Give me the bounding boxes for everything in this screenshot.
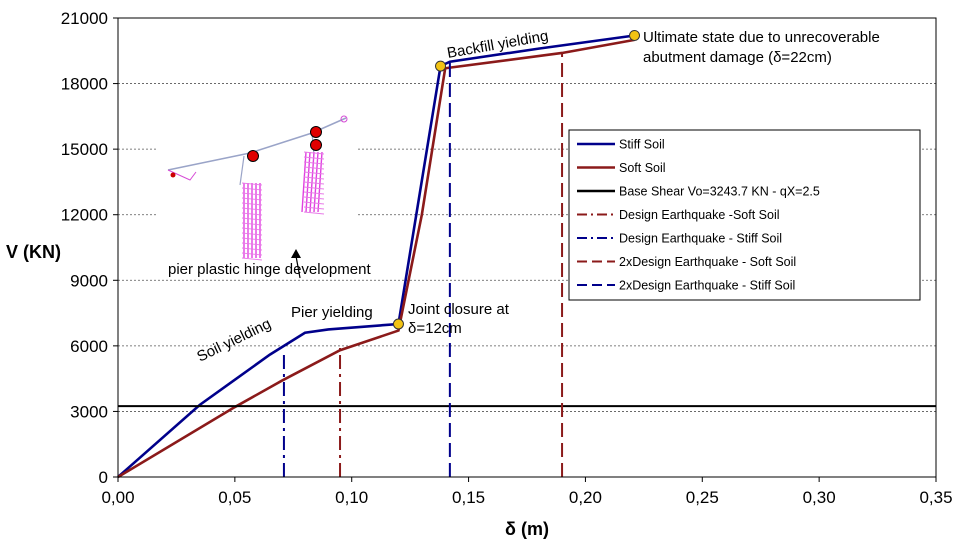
pile-spring: [303, 186, 325, 190]
x-axis-title: δ (m): [505, 519, 549, 539]
point-marker: [629, 29, 641, 41]
pile-spring: [241, 212, 263, 216]
point-marker: [435, 60, 447, 72]
legend-label: Soft Soil: [619, 161, 666, 175]
abutment-node: [170, 172, 176, 178]
x-axis-ticks: 0,00 0,05 0,10 0,15 0,20 0,25 0,30 0,35: [101, 477, 953, 507]
legend-label: Design Earthquake -Soft Soil: [619, 208, 780, 222]
series-group: [117, 34, 936, 479]
pile-spring: [241, 237, 263, 241]
pile-spring: [303, 181, 325, 185]
pile-spring: [303, 196, 325, 200]
x-tick-label: 0,00: [101, 488, 134, 507]
x-tick-label: 0,25: [686, 488, 719, 507]
legend-entry: Soft Soil: [577, 161, 666, 175]
legend-entry: 2xDesign Earthquake - Stiff Soil: [577, 279, 795, 293]
pile-spring: [303, 166, 325, 170]
pile-spring: [241, 197, 263, 201]
y-tick-label: 6000: [70, 337, 108, 356]
pile-spring: [303, 151, 325, 155]
inset-background: [158, 105, 358, 270]
legend-box: [568, 129, 921, 301]
y-axis-title: V (KN): [6, 242, 61, 262]
pile-spring: [241, 202, 263, 206]
inset-arrow: [295, 255, 301, 279]
pile-spring: [241, 182, 263, 186]
y-tick-label: 12000: [61, 206, 108, 225]
y-tick-label: 21000: [61, 9, 108, 28]
annotation-label: Ultimate state due to unrecoverable: [643, 29, 880, 46]
y-tick-label: 18000: [61, 75, 108, 94]
legend-label: 2xDesign Earthquake - Stiff Soil: [619, 279, 795, 293]
pile-spring: [241, 187, 263, 191]
legend-entry: Design Earthquake -Soft Soil: [577, 208, 780, 222]
annotation-label: Pier yielding: [291, 304, 373, 321]
x-tick-label: 0,30: [803, 488, 836, 507]
legend-label: Stiff Soil: [619, 138, 665, 152]
abutment-end-node: [340, 115, 348, 123]
annotation-label: δ=12cm: [408, 320, 462, 337]
x-tick-label: 0,05: [218, 488, 251, 507]
plot-frame: [117, 17, 937, 478]
pile-spring: [241, 257, 263, 261]
pile-spring: [241, 242, 263, 246]
bridge-model-inset: [158, 105, 358, 279]
plastic-hinge-marker: [247, 150, 259, 162]
annotation-label: Soil yielding: [194, 315, 273, 365]
abutment-spring: [167, 169, 197, 181]
legend-entry: 2xDesign Earthquake - Soft Soil: [577, 255, 796, 269]
x-tick-label: 0,15: [452, 488, 485, 507]
pile-spring: [241, 252, 263, 256]
y-tick-label: 0: [99, 468, 108, 487]
legend-entry: Base Shear Vo=3243.7 KN - qX=2.5: [577, 185, 820, 199]
x-tick-label: 0,10: [335, 488, 368, 507]
pile-spring: [303, 156, 325, 160]
pile-spring: [241, 207, 263, 211]
plastic-hinge-marker: [310, 126, 322, 138]
pile-spring: [303, 176, 325, 180]
legend-label: Design Earthquake - Stiff Soil: [619, 232, 782, 246]
annotation-label: Joint closure at: [408, 301, 510, 318]
legend-entry: Design Earthquake - Stiff Soil: [577, 232, 782, 246]
y-tick-label: 15000: [61, 140, 108, 159]
pile-group-2: [301, 151, 325, 215]
pile-spring: [241, 232, 263, 236]
pile-spring: [303, 171, 325, 175]
pile-spring: [303, 211, 325, 215]
pile-spring: [303, 206, 325, 210]
point-marker: [392, 318, 404, 330]
pile-spring: [303, 161, 325, 165]
pile-spring: [241, 227, 263, 231]
pile-spring: [241, 222, 263, 226]
x-tick-label: 0,35: [919, 488, 952, 507]
y-tick-label: 9000: [70, 271, 108, 290]
inset-arrow-head: [291, 249, 301, 258]
pile-group-1: [241, 182, 263, 261]
annotation-label: abutment damage (δ=22cm): [643, 49, 832, 66]
x-tick-label: 0,20: [569, 488, 602, 507]
legend-label: Base Shear Vo=3243.7 KN - qX=2.5: [619, 185, 820, 199]
series-line-1: [117, 34, 635, 478]
annotation-label: pier plastic hinge development: [168, 261, 371, 278]
y-tick-label: 3000: [70, 402, 108, 421]
pile-line: [317, 151, 323, 213]
plastic-hinge-marker: [310, 139, 322, 151]
legend: Stiff Soil Soft Soil Base Shear Vo=3243.7 …: [568, 129, 921, 301]
pile-spring: [303, 191, 325, 195]
deck-line: [167, 117, 347, 171]
pile-spring: [241, 192, 263, 196]
pile-line: [309, 151, 315, 213]
pile-spring: [241, 247, 263, 251]
legend-label: 2xDesign Earthquake - Soft Soil: [619, 255, 796, 269]
pile-spring: [241, 217, 263, 221]
series-line-2: [117, 38, 635, 479]
pier-1-column: [239, 155, 245, 186]
y-axis-ticks: 0 3000 6000 9000 12000 15000 18000 21000: [61, 9, 118, 487]
pile-line: [313, 151, 319, 213]
pile-spring: [303, 201, 325, 205]
markers-group: [392, 29, 641, 330]
legend-entry: Stiff Soil: [577, 138, 665, 152]
